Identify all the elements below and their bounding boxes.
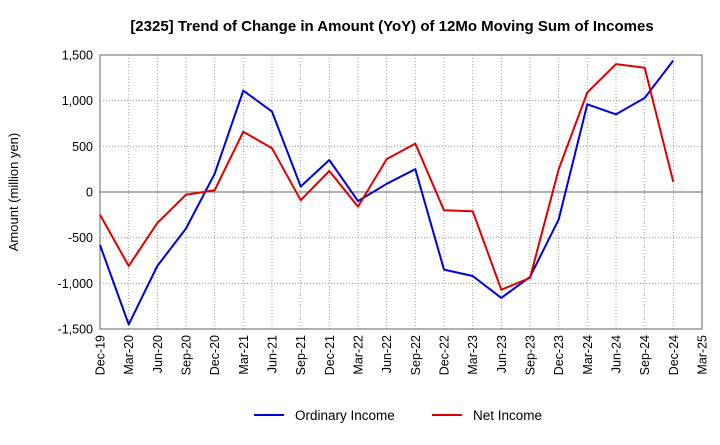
y-tick-label: -500 [68,231,93,245]
series-line-net-income [99,63,675,291]
x-tick-label: Dec-24 [667,335,681,375]
x-tick-label: Sep-24 [638,335,652,375]
x-tick-label: Sep-22 [409,335,423,375]
x-tick-label: Jun-20 [151,335,165,373]
y-tick-label: 500 [72,140,93,154]
y-tick-label: 1,000 [62,94,93,108]
axes: -1,500 -1,000 -500 0 500 1,000 1,500 Dec-19 Mar-… [58,49,710,376]
x-tick-label: Dec-19 [94,335,108,375]
x-tick-label: Dec-21 [323,335,337,375]
x-tick-label: Mar-23 [466,335,480,375]
legend: Ordinary Income Net Income [254,408,542,423]
x-tick-label: Jun-23 [495,335,509,373]
x-tick-label: Sep-23 [524,335,538,375]
x-tick-label: Sep-21 [294,335,308,375]
y-tick-label: -1,500 [58,323,93,337]
legend-label: Net Income [473,408,542,423]
x-tick-label: Dec-23 [552,335,566,375]
x-tick-label: Jun-24 [610,335,624,373]
x-tick-label: Mar-25 [696,335,710,375]
x-tick-label: Dec-20 [208,335,222,375]
chart-title: [2325] Trend of Change in Amount (YoY) o… [130,18,653,35]
y-axis-label: Amount (million yen) [6,133,21,252]
series-line-ordinary-income [99,59,675,326]
series-lines [99,59,675,326]
x-tick-label: Jun-22 [380,335,394,373]
x-tick-label: Mar-24 [581,335,595,375]
x-tick-label: Mar-22 [352,335,366,375]
grid [99,54,703,330]
y-tick-label: 0 [86,186,93,200]
x-tick-label: Jun-21 [266,335,280,373]
y-tick-label: -1,000 [58,277,93,291]
x-tick-label: Sep-20 [180,335,194,375]
x-tick-label: Mar-20 [122,335,136,375]
y-tick-label: 1,500 [62,49,93,63]
x-tick-label: Mar-21 [237,335,251,375]
x-tick-label: Dec-22 [438,335,452,375]
legend-label: Ordinary Income [295,408,395,423]
